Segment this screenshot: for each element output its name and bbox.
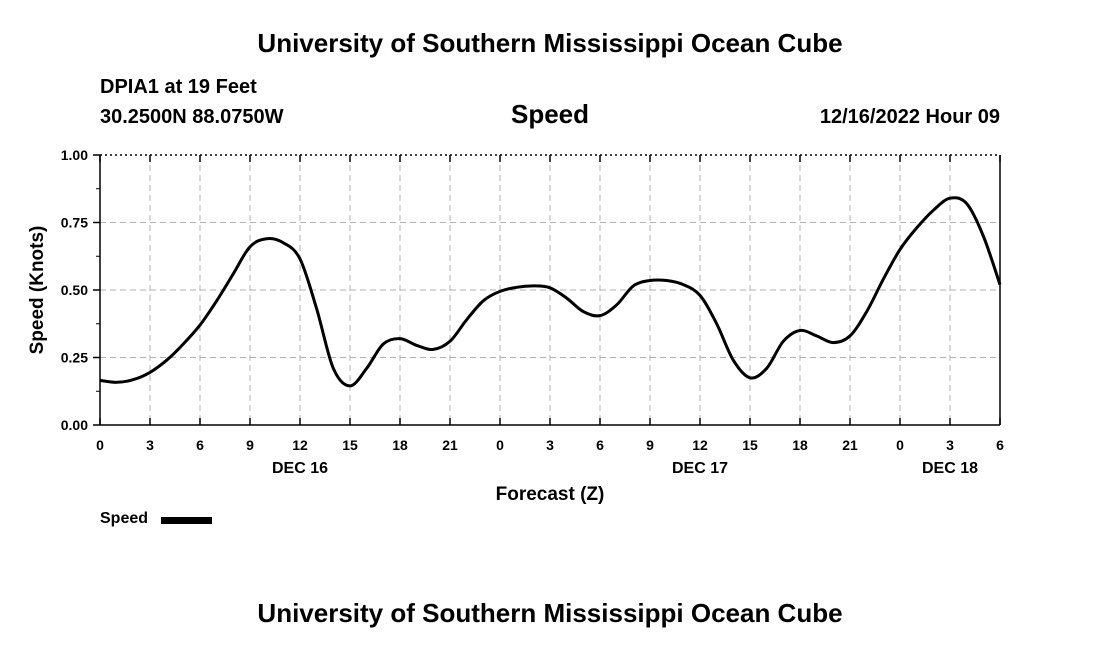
legend-swatch [161, 517, 212, 524]
date-label: DEC 18 [922, 460, 978, 477]
y-tick-label: 0.25 [61, 350, 88, 366]
x-tick-label: 9 [246, 437, 254, 453]
x-tick-label: 12 [692, 437, 708, 453]
x-tick-label: 6 [596, 437, 604, 453]
speed-chart: 0 3 6 9 12 15 18 21 0 3 6 9 12 15 18 21 0 3 6 0.00 0.25 0.50 0… [27, 147, 1004, 505]
x-tick-label: 6 [996, 437, 1004, 453]
x-tick-label: 3 [546, 437, 554, 453]
x-tick-label: 15 [742, 437, 758, 453]
x-tick-label: 21 [442, 437, 458, 453]
station-label: DPIA1 at 19 Feet [100, 76, 257, 98]
x-tick-label: 3 [146, 437, 154, 453]
x-tick-label: 6 [196, 437, 204, 453]
x-tick-label: 0 [896, 437, 904, 453]
timestamp-label: 12/16/2022 Hour 09 [819, 106, 1000, 128]
x-tick-label: 9 [646, 437, 654, 453]
y-tick-label: 1.00 [61, 147, 88, 163]
y-tick-label: 0.75 [61, 215, 88, 231]
footer-title: University of Southern Mississippi Ocean… [257, 598, 843, 628]
y-tick-label: 0.00 [61, 417, 88, 433]
x-tick-label: 3 [946, 437, 954, 453]
x-tick-label: 18 [792, 437, 808, 453]
coordinates-label: 30.2500N 88.0750W [100, 106, 284, 128]
x-tick-label: 18 [392, 437, 408, 453]
x-axis-title: Forecast (Z) [496, 484, 605, 505]
series-line-speed [99, 196, 1002, 388]
x-tick-label: 21 [842, 437, 858, 453]
x-tick-label: 0 [496, 437, 504, 453]
chart-title: Speed [510, 99, 590, 129]
page-title: University of Southern Mississippi Ocean… [257, 28, 843, 58]
y-axis-title: Speed (Knots) [27, 226, 48, 355]
x-tick-label: 15 [342, 437, 358, 453]
date-label: DEC 16 [272, 460, 328, 477]
x-tick-label: 12 [292, 437, 308, 453]
date-label: DEC 17 [672, 460, 728, 477]
x-tick-label: 0 [96, 437, 104, 453]
legend-label: Speed [100, 510, 149, 527]
y-tick-label: 0.50 [61, 282, 88, 298]
